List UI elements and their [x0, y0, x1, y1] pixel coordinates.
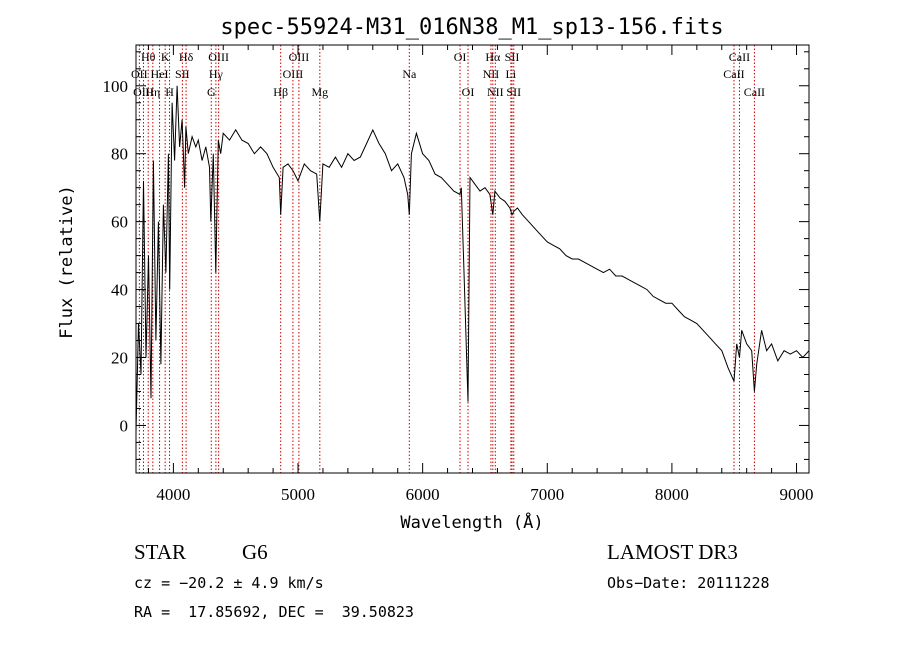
line-label-24: SII	[506, 85, 521, 99]
spectrum-line	[135, 85, 810, 433]
object-class: STAR	[134, 540, 186, 564]
x-tick-label: 6000	[406, 485, 440, 504]
line-label-20: Hα	[485, 50, 501, 64]
line-label-26: CaII	[729, 50, 750, 64]
line-label-15: Mg	[311, 85, 328, 99]
line-label-14: OIII	[289, 50, 310, 64]
velocity-readout: cz = −20.2 ± 4.9 km/s	[134, 574, 324, 592]
line-label-11: OIII	[208, 50, 229, 64]
spectral-line-markers: HθOIIOIIIHηHeIKHSIIHδGHγOIIIHβOIIIOIIIMg…	[131, 45, 765, 473]
y-tick-label: 40	[111, 281, 128, 300]
y-tick-label: 100	[103, 77, 129, 96]
plot-frame	[135, 44, 810, 474]
line-label-23: SII	[505, 50, 520, 64]
x-tick-label: 5000	[281, 485, 315, 504]
line-label-10: Hγ	[209, 67, 224, 81]
line-label-12: Hβ	[273, 85, 288, 99]
chart-title: spec-55924-M31_016N38_M1_sp13-156.fits	[220, 15, 723, 40]
x-tick-label: 8000	[655, 485, 689, 504]
line-label-17: OI	[454, 50, 467, 64]
line-label-25: CaII	[723, 67, 744, 81]
line-label-27: CaII	[744, 85, 765, 99]
line-label-2: OIII	[133, 85, 154, 99]
y-tick-label: 60	[111, 213, 128, 232]
obs-date: Obs−Date: 20111228	[607, 574, 770, 592]
y-tick-label: 0	[120, 416, 129, 435]
line-label-3: Hη	[145, 85, 160, 99]
x-axis: 4000 5000 6000 7000 8000 9000	[147, 45, 814, 504]
x-axis-label: Wavelength (Å)	[400, 511, 543, 533]
line-label-6: H	[165, 85, 174, 99]
line-label-21: NII	[487, 85, 504, 99]
line-label-19: NII	[483, 67, 500, 81]
survey-name: LAMOST DR3	[607, 540, 738, 564]
x-tick-label: 7000	[530, 485, 564, 504]
y-tick-label: 80	[111, 145, 128, 164]
line-label-4: HeI	[151, 67, 169, 81]
line-label-22: Li	[506, 67, 517, 81]
line-label-8: Hδ	[179, 50, 194, 64]
line-label-9: G	[207, 85, 216, 99]
subclass: G6	[242, 540, 268, 564]
x-tick-label: 9000	[780, 485, 814, 504]
line-label-13: OIII	[283, 67, 304, 81]
line-label-16: Na	[402, 67, 417, 81]
y-axis-label: Flux (relative)	[57, 185, 77, 339]
line-label-0: Hθ	[141, 50, 156, 64]
y-tick-label: 20	[111, 349, 128, 368]
line-label-18: OI	[462, 85, 475, 99]
coordinates: RA = 17.85692, DEC = 39.50823	[134, 603, 414, 621]
x-tick-label: 4000	[156, 485, 190, 504]
line-label-7: SII	[175, 67, 190, 81]
y-axis: 0 20 40 60 80 100	[103, 51, 809, 460]
line-label-5: K	[161, 50, 170, 64]
